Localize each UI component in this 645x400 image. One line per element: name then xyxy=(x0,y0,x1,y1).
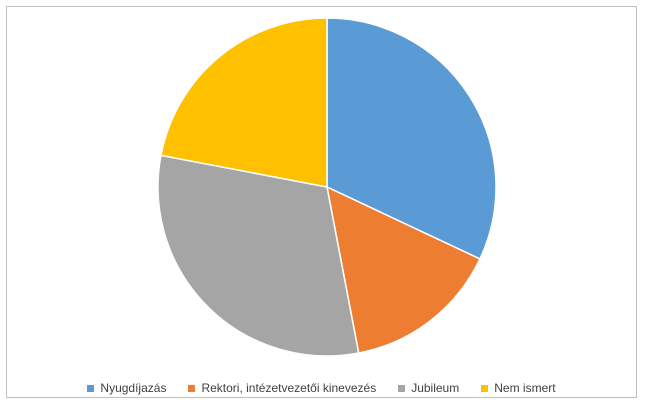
pie-chart xyxy=(157,17,497,357)
legend-swatch xyxy=(481,384,489,392)
legend-item-jubileum: Jubileum xyxy=(398,381,459,395)
legend-label: Jubileum xyxy=(411,381,460,395)
slice-nem-ismert xyxy=(160,17,328,188)
legend-label: Nyugdíjazás xyxy=(100,381,167,395)
legend-label: Nem ismert xyxy=(494,381,556,395)
slice-rektori-kinevezes xyxy=(325,185,481,354)
slice-jubileum xyxy=(157,154,360,357)
legend-swatch xyxy=(87,384,95,392)
legend-swatch xyxy=(398,384,406,392)
chart-area: Nyugdíjazás Rektori, intézetvezetői kine… xyxy=(6,6,637,398)
legend-item-rektori-kinevezes: Rektori, intézetvezetői kinevezés xyxy=(188,381,376,395)
legend-item-nyugdijazas: Nyugdíjazás xyxy=(87,381,166,395)
legend-item-nem-ismert: Nem ismert xyxy=(481,381,556,395)
legend-label: Rektori, intézetvezetői kinevezés xyxy=(201,381,377,395)
slice-nyugdijazas xyxy=(326,17,497,260)
legend-swatch xyxy=(188,384,196,392)
chart-legend: Nyugdíjazás Rektori, intézetvezetői kine… xyxy=(7,381,636,395)
pie-slices xyxy=(157,17,497,357)
